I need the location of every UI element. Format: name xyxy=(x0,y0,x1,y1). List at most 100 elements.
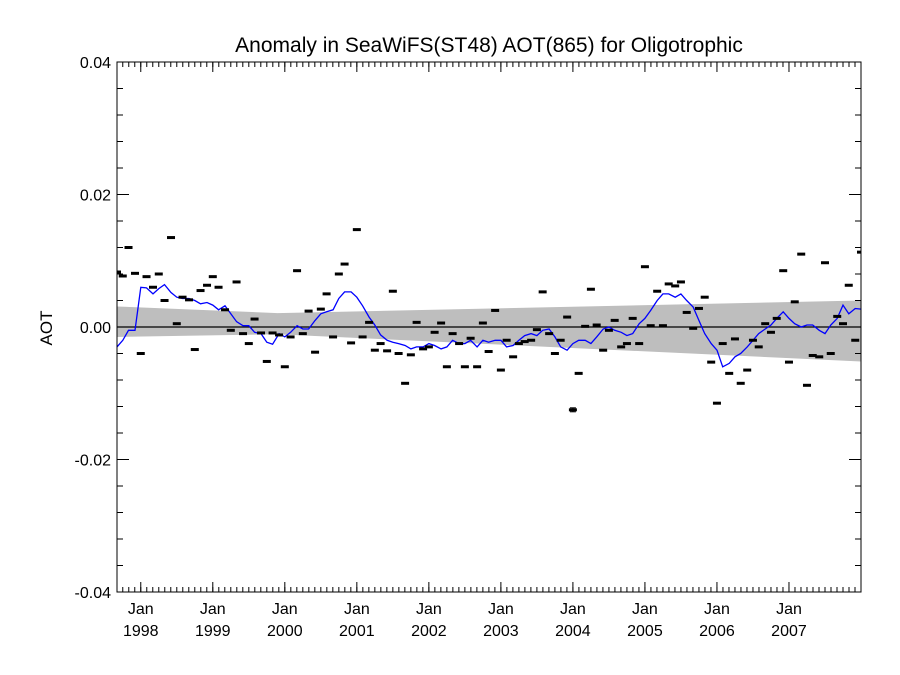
data-point xyxy=(322,292,331,296)
data-point xyxy=(610,318,619,322)
data-point xyxy=(185,298,194,302)
uncertainty-band-layer xyxy=(117,300,861,362)
data-point xyxy=(826,352,835,355)
data-point xyxy=(520,340,529,344)
x-tick-month-label: Jan xyxy=(200,601,226,618)
data-point xyxy=(484,350,493,354)
data-point xyxy=(118,274,127,278)
data-point xyxy=(358,335,367,339)
x-tick-year-label: 2002 xyxy=(411,623,447,640)
data-point xyxy=(790,300,799,304)
x-tick-year-label: 1998 xyxy=(123,623,159,640)
data-point xyxy=(797,252,806,256)
data-point xyxy=(628,316,637,320)
x-tick-month-label: Jan xyxy=(704,601,730,618)
data-point xyxy=(334,272,343,276)
data-point xyxy=(268,331,277,335)
data-point xyxy=(802,383,811,387)
x-tick-year-label: 2000 xyxy=(267,623,303,640)
data-point xyxy=(725,371,734,375)
data-point xyxy=(646,324,655,328)
data-point xyxy=(538,290,547,294)
data-point xyxy=(622,342,631,346)
data-point xyxy=(563,315,572,319)
data-point xyxy=(178,295,187,299)
data-point xyxy=(664,282,673,286)
data-point xyxy=(232,280,241,284)
data-point xyxy=(496,368,505,372)
data-point xyxy=(388,289,397,293)
data-point xyxy=(131,271,140,275)
data-point xyxy=(761,322,770,326)
data-point xyxy=(383,349,392,353)
x-tick-year-label: 2007 xyxy=(771,623,807,640)
x-axis-ticks: Jan 1998 Jan 1999 Jan 2000 Jan 2001 Jan 2002 Jan 20… xyxy=(122,62,862,640)
data-point xyxy=(239,332,248,336)
data-point xyxy=(712,401,721,405)
data-point xyxy=(574,371,583,375)
data-point xyxy=(316,307,325,311)
data-point xyxy=(394,352,403,355)
data-point xyxy=(514,342,523,346)
data-point xyxy=(442,365,451,369)
data-points-layer xyxy=(117,228,861,412)
data-point xyxy=(748,338,757,342)
data-point xyxy=(653,289,662,293)
data-point xyxy=(676,280,685,284)
data-point xyxy=(304,309,313,313)
data-point xyxy=(466,336,475,340)
data-point xyxy=(329,335,338,339)
data-point xyxy=(347,341,356,345)
data-point xyxy=(509,355,518,359)
uncertainty-band xyxy=(117,300,861,362)
error-bar-layer xyxy=(569,407,576,413)
data-point xyxy=(491,308,500,312)
data-point xyxy=(682,310,691,314)
x-tick-year-label: 2005 xyxy=(627,623,663,640)
x-tick-year-label: 2003 xyxy=(483,623,519,640)
smoothed-line xyxy=(117,283,861,368)
data-point xyxy=(430,330,439,334)
x-tick-month-label: Jan xyxy=(488,601,514,618)
x-tick-year-label: 2001 xyxy=(339,623,375,640)
data-point xyxy=(154,272,163,276)
data-point xyxy=(779,269,788,273)
data-point xyxy=(838,322,847,326)
data-point xyxy=(550,352,559,355)
data-point xyxy=(640,265,649,269)
data-point xyxy=(448,332,457,336)
data-point xyxy=(167,236,176,240)
data-point xyxy=(190,348,199,352)
data-point xyxy=(117,270,121,274)
data-point xyxy=(401,381,410,385)
data-point xyxy=(352,228,361,232)
data-point xyxy=(124,246,133,249)
data-point xyxy=(149,285,158,289)
data-point xyxy=(460,365,469,369)
x-tick-year-label: 2006 xyxy=(699,623,735,640)
x-tick-month-label: Jan xyxy=(128,601,154,618)
x-tick-month-label: Jan xyxy=(560,601,586,618)
data-point xyxy=(370,348,379,352)
data-point xyxy=(730,337,739,341)
data-point xyxy=(203,283,212,287)
data-point xyxy=(592,323,601,327)
data-point xyxy=(226,328,235,332)
data-point xyxy=(214,285,223,289)
data-point xyxy=(689,326,698,330)
data-point xyxy=(694,306,703,310)
data-point xyxy=(707,360,716,364)
x-tick-month-label: Jan xyxy=(272,601,298,618)
y-tick-label: 0.00 xyxy=(80,320,111,337)
data-point xyxy=(700,295,709,299)
data-point xyxy=(172,322,181,326)
data-point xyxy=(208,275,217,279)
x-tick-year-label: 2004 xyxy=(555,623,591,640)
data-point xyxy=(262,359,271,363)
data-point xyxy=(376,342,385,346)
data-point xyxy=(455,342,464,346)
data-point xyxy=(718,342,727,346)
data-point xyxy=(599,348,608,352)
data-point xyxy=(412,320,421,324)
